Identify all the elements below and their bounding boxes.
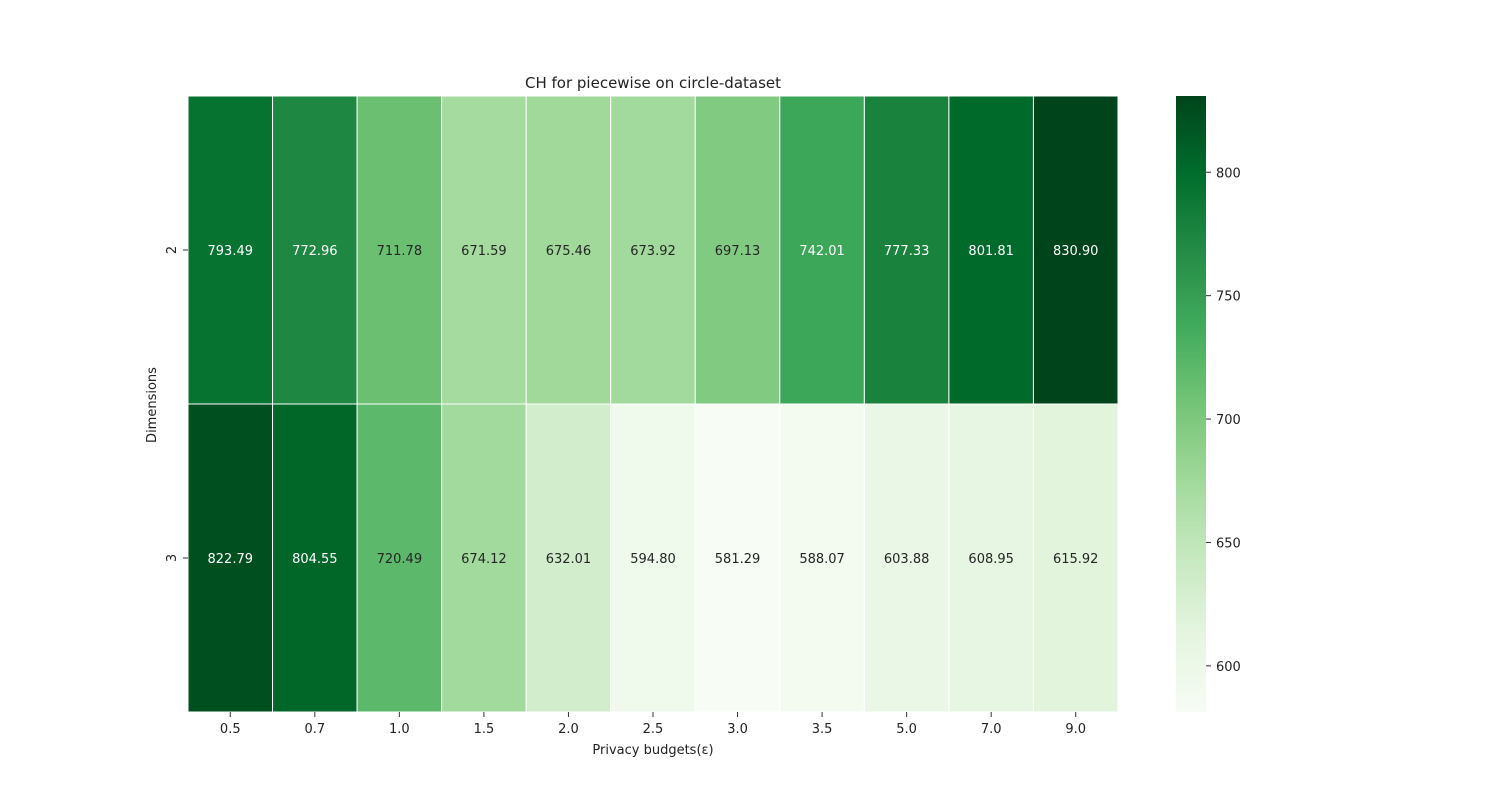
y-axis-label: Dimensions bbox=[145, 367, 160, 443]
cell-value-label: 615.92 bbox=[1053, 552, 1099, 567]
cell-value-label: 581.29 bbox=[715, 552, 761, 567]
heatmap-cell bbox=[610, 95, 696, 405]
heatmap-cell bbox=[779, 403, 865, 713]
x-tick-label: 3.5 bbox=[812, 722, 833, 737]
cell-value-label: 674.12 bbox=[461, 552, 507, 567]
cell-value-label: 675.46 bbox=[546, 244, 592, 259]
heatmap-cell bbox=[694, 403, 781, 713]
cell-value-label: 742.01 bbox=[799, 244, 845, 259]
heatmap-cell bbox=[525, 403, 612, 713]
colorbar-tick-label: 700 bbox=[1216, 413, 1241, 428]
x-tick-label: 7.0 bbox=[981, 722, 1002, 737]
colorbar-tick-label: 800 bbox=[1216, 166, 1241, 181]
x-tick-label: 1.5 bbox=[474, 722, 495, 737]
cell-value-label: 673.92 bbox=[630, 244, 676, 259]
chart-title: CH for piecewise on circle-dataset bbox=[525, 74, 781, 92]
cell-value-label: 777.33 bbox=[884, 244, 930, 259]
heatmap-cell bbox=[779, 95, 865, 405]
cell-value-label: 603.88 bbox=[884, 552, 930, 567]
heatmap-cell bbox=[272, 403, 358, 713]
heatmap-cell bbox=[863, 403, 950, 713]
colorbar-tick-label: 650 bbox=[1216, 536, 1241, 551]
y-tick-label: 3 bbox=[165, 554, 180, 562]
cell-value-label: 822.79 bbox=[208, 552, 254, 567]
cell-value-label: 697.13 bbox=[715, 244, 761, 259]
heatmap-cell bbox=[1032, 403, 1119, 713]
x-tick-label: 3.0 bbox=[727, 722, 748, 737]
y-axis: 23 bbox=[165, 246, 188, 562]
x-tick-label: 9.0 bbox=[1065, 722, 1086, 737]
heatmap-cell bbox=[356, 95, 443, 405]
heatmap-cell bbox=[948, 95, 1034, 405]
colorbar-gradient bbox=[1176, 96, 1206, 712]
heatmap-cell bbox=[1032, 95, 1119, 405]
heatmap-cell bbox=[187, 403, 274, 713]
colorbar-tick-label: 600 bbox=[1216, 660, 1241, 675]
cell-value-label: 772.96 bbox=[292, 244, 338, 259]
cell-value-label: 801.81 bbox=[968, 244, 1014, 259]
colorbar-tick-label: 750 bbox=[1216, 290, 1241, 305]
heatmap-cell bbox=[610, 403, 696, 713]
x-tick-label: 1.0 bbox=[389, 722, 410, 737]
cell-value-label: 793.49 bbox=[208, 244, 254, 259]
heatmap-cell bbox=[272, 95, 358, 405]
x-axis: 0.5 0.7 1.0 1.5 2.0 2.5 3.0 3.5 5.0 7.0 9.0 bbox=[220, 712, 1086, 737]
heatmap-cell bbox=[441, 95, 527, 405]
cell-value-label: 632.01 bbox=[546, 552, 592, 567]
x-tick-label: 5.0 bbox=[896, 722, 917, 737]
heatmap-cells: 793.49 772.96 711.78 671.59 675.46 673.92 697.… bbox=[187, 95, 1119, 713]
x-axis-label: Privacy budgets(ε) bbox=[592, 743, 713, 758]
x-tick-label: 0.7 bbox=[304, 722, 325, 737]
heatmap-cell bbox=[525, 95, 612, 405]
cell-value-label: 588.07 bbox=[799, 552, 845, 567]
cell-value-label: 711.78 bbox=[377, 244, 423, 259]
heatmap-cell bbox=[356, 403, 443, 713]
heatmap-cell bbox=[187, 95, 274, 405]
y-tick-label: 2 bbox=[165, 246, 180, 254]
cell-value-label: 594.80 bbox=[630, 552, 676, 567]
x-tick-label: 0.5 bbox=[220, 722, 241, 737]
cell-value-label: 671.59 bbox=[461, 244, 507, 259]
cell-value-label: 720.49 bbox=[377, 552, 423, 567]
cell-value-label: 608.95 bbox=[968, 552, 1014, 567]
heatmap-cell bbox=[948, 403, 1034, 713]
colorbar: 600 650 700 750 800 bbox=[1176, 96, 1241, 712]
cell-value-label: 830.90 bbox=[1053, 244, 1099, 259]
x-tick-label: 2.0 bbox=[558, 722, 579, 737]
heatmap-cell bbox=[441, 403, 527, 713]
cell-value-label: 804.55 bbox=[292, 552, 338, 567]
x-tick-label: 2.5 bbox=[643, 722, 664, 737]
